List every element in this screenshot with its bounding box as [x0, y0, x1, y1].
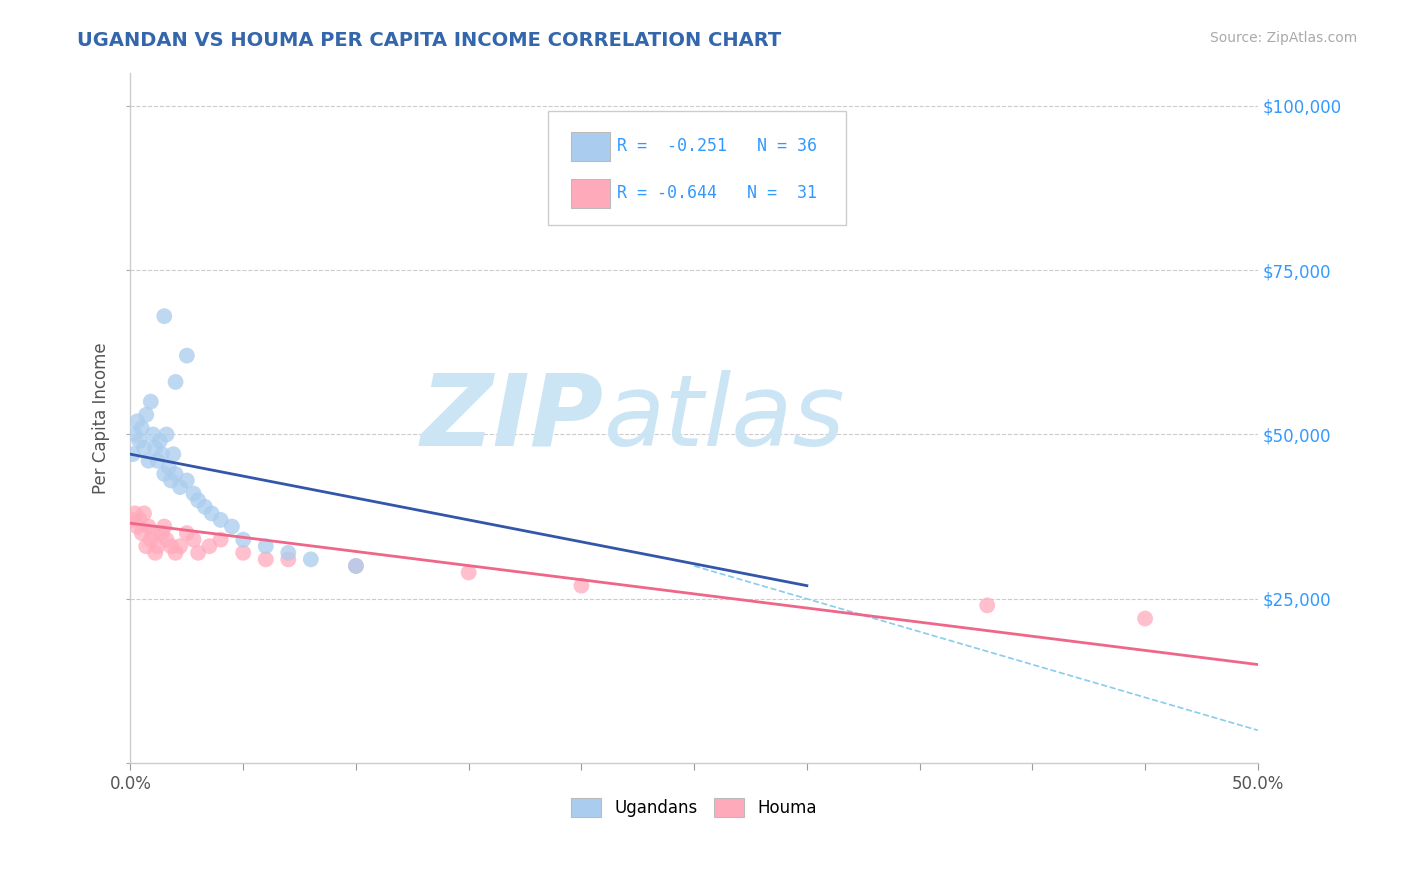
Point: [160, 539, 183, 553]
Point: [128, 513, 150, 527]
Point: [155, 427, 177, 442]
Text: Source: ZipAtlas.com: Source: ZipAtlas.com: [1209, 31, 1357, 45]
Point: [124, 427, 146, 442]
Point: [209, 513, 232, 527]
Point: [165, 375, 187, 389]
Point: [128, 434, 150, 448]
Point: [221, 519, 243, 533]
Point: [157, 460, 180, 475]
Point: [169, 539, 191, 553]
Point: [176, 474, 198, 488]
Point: [232, 533, 254, 547]
Point: [139, 533, 162, 547]
Text: ZIP: ZIP: [420, 369, 605, 467]
Point: [457, 566, 479, 580]
Point: [187, 493, 209, 508]
Point: [155, 533, 177, 547]
Point: [160, 474, 183, 488]
Point: [1133, 611, 1156, 625]
Point: [165, 467, 187, 481]
Point: [131, 421, 153, 435]
Point: [254, 539, 277, 553]
Point: [146, 539, 169, 553]
Point: [121, 447, 143, 461]
Point: [153, 519, 176, 533]
Point: [135, 408, 157, 422]
Point: [165, 546, 187, 560]
Point: [176, 526, 198, 541]
Point: [187, 546, 209, 560]
Point: [344, 558, 367, 573]
FancyBboxPatch shape: [547, 111, 846, 225]
Point: [150, 447, 173, 461]
Y-axis label: Per Capita Income: Per Capita Income: [93, 343, 110, 494]
Point: [176, 349, 198, 363]
Point: [138, 519, 160, 533]
Point: [131, 526, 153, 541]
Text: R = -0.644   N =  31: R = -0.644 N = 31: [617, 184, 817, 202]
Point: [146, 454, 169, 468]
Text: UGANDAN VS HOUMA PER CAPITA INCOME CORRELATION CHART: UGANDAN VS HOUMA PER CAPITA INCOME CORRE…: [77, 31, 782, 50]
Legend: Ugandans, Houma: Ugandans, Houma: [564, 791, 824, 824]
Point: [162, 447, 184, 461]
Text: atlas: atlas: [605, 369, 845, 467]
Point: [976, 599, 998, 613]
Point: [194, 500, 217, 514]
Point: [132, 441, 155, 455]
Point: [124, 507, 146, 521]
Point: [183, 533, 205, 547]
Point: [143, 546, 166, 560]
Point: [277, 552, 299, 566]
Point: [142, 427, 165, 442]
Point: [232, 546, 254, 560]
Point: [149, 434, 172, 448]
Point: [209, 533, 232, 547]
Text: R =  -0.251   N = 36: R = -0.251 N = 36: [617, 137, 817, 155]
Point: [571, 579, 593, 593]
Point: [277, 546, 299, 560]
Point: [201, 507, 224, 521]
FancyBboxPatch shape: [571, 178, 610, 208]
Point: [254, 552, 277, 566]
Point: [135, 539, 157, 553]
Point: [139, 394, 162, 409]
Point: [127, 519, 149, 533]
Point: [121, 513, 143, 527]
Point: [299, 552, 322, 566]
Point: [169, 480, 191, 494]
Point: [150, 526, 173, 541]
FancyBboxPatch shape: [571, 132, 610, 161]
Point: [153, 309, 176, 323]
Point: [183, 486, 205, 500]
Point: [142, 526, 165, 541]
Point: [344, 558, 367, 573]
Point: [127, 414, 149, 428]
Point: [198, 539, 221, 553]
Point: [153, 467, 176, 481]
Point: [138, 454, 160, 468]
Point: [143, 441, 166, 455]
Point: [132, 507, 155, 521]
